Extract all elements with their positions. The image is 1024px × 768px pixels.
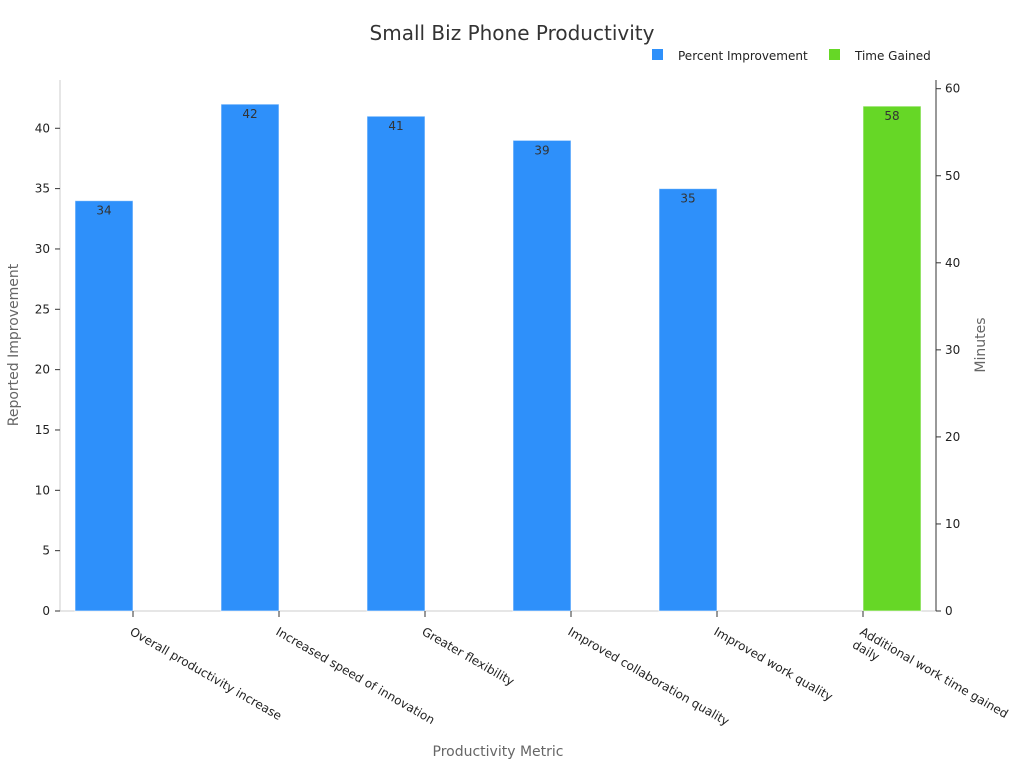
data-label-time-gained: 58 xyxy=(884,109,899,123)
x-tick-label-group: Improved work quality xyxy=(712,624,836,703)
chart-title: Small Biz Phone Productivity xyxy=(370,21,655,45)
bar-percent-improvement xyxy=(74,200,134,612)
bars: 34 42 41 39 35 58 xyxy=(74,103,922,612)
y-tick-label: 5 xyxy=(42,544,50,558)
data-label-percent-improvement: 39 xyxy=(534,143,549,157)
y-tick-label: 35 xyxy=(35,182,50,196)
bar-percent-improvement xyxy=(658,188,718,612)
y2-tick-label: 30 xyxy=(945,343,960,357)
y2-axis-ticks: 0 10 20 30 40 50 60 xyxy=(936,82,960,618)
y2-tick-label: 0 xyxy=(945,604,953,618)
x-axis-title: Productivity Metric xyxy=(433,744,564,760)
x-tick-label: Improved collaboration quality xyxy=(566,624,732,728)
legend-label-time-gained: Time Gained xyxy=(854,49,931,63)
y2-tick-label: 10 xyxy=(945,517,960,531)
y2-tick-label: 40 xyxy=(945,256,960,270)
y2-tick-label: 20 xyxy=(945,430,960,444)
legend-label-percent-improvement: Percent Improvement xyxy=(678,49,808,63)
legend-swatch-time-gained xyxy=(829,49,840,60)
legend-swatch-percent-improvement xyxy=(652,49,663,60)
x-tick-label: Greater flexibility xyxy=(420,624,517,688)
bar-percent-improvement xyxy=(366,115,426,612)
x-tick-label-group: Overall productivity increase xyxy=(128,624,285,723)
y-tick-label: 20 xyxy=(35,363,50,377)
y-axis-title: Reported Improvement xyxy=(6,263,22,426)
y-tick-label: 30 xyxy=(35,242,50,256)
x-tick-label: Improved work quality xyxy=(712,624,836,703)
y2-tick-label: 50 xyxy=(945,169,960,183)
legend: Percent Improvement Time Gained xyxy=(652,49,931,63)
data-label-percent-improvement: 34 xyxy=(96,204,111,218)
y-tick-label: 40 xyxy=(35,121,50,135)
y-axis-ticks: 0 5 10 15 20 25 30 35 40 xyxy=(35,121,60,618)
bar-percent-improvement xyxy=(512,139,572,612)
x-tick-label: Additional work time gained xyxy=(858,624,1011,720)
data-label-percent-improvement: 41 xyxy=(388,119,403,133)
y-tick-label: 0 xyxy=(42,604,50,618)
y2-tick-label: 60 xyxy=(945,82,960,96)
bar-time-gained xyxy=(862,105,922,612)
y-tick-label: 15 xyxy=(35,423,50,437)
x-tick-label-group: Improved collaboration quality xyxy=(566,624,732,728)
data-label-percent-improvement: 35 xyxy=(680,192,695,206)
y-tick-label: 10 xyxy=(35,483,50,497)
x-tick-label: Increased speed of innovation xyxy=(274,624,438,727)
x-tick-label-group: Greater flexibility xyxy=(420,624,517,688)
x-tick-label-group: Increased speed of innovation xyxy=(274,624,438,727)
data-label-percent-improvement: 42 xyxy=(242,107,257,121)
y2-axis-title: Minutes xyxy=(973,317,989,372)
x-tick-label: Overall productivity increase xyxy=(128,624,285,723)
bar-percent-improvement xyxy=(220,103,280,612)
y-tick-label: 25 xyxy=(35,302,50,316)
